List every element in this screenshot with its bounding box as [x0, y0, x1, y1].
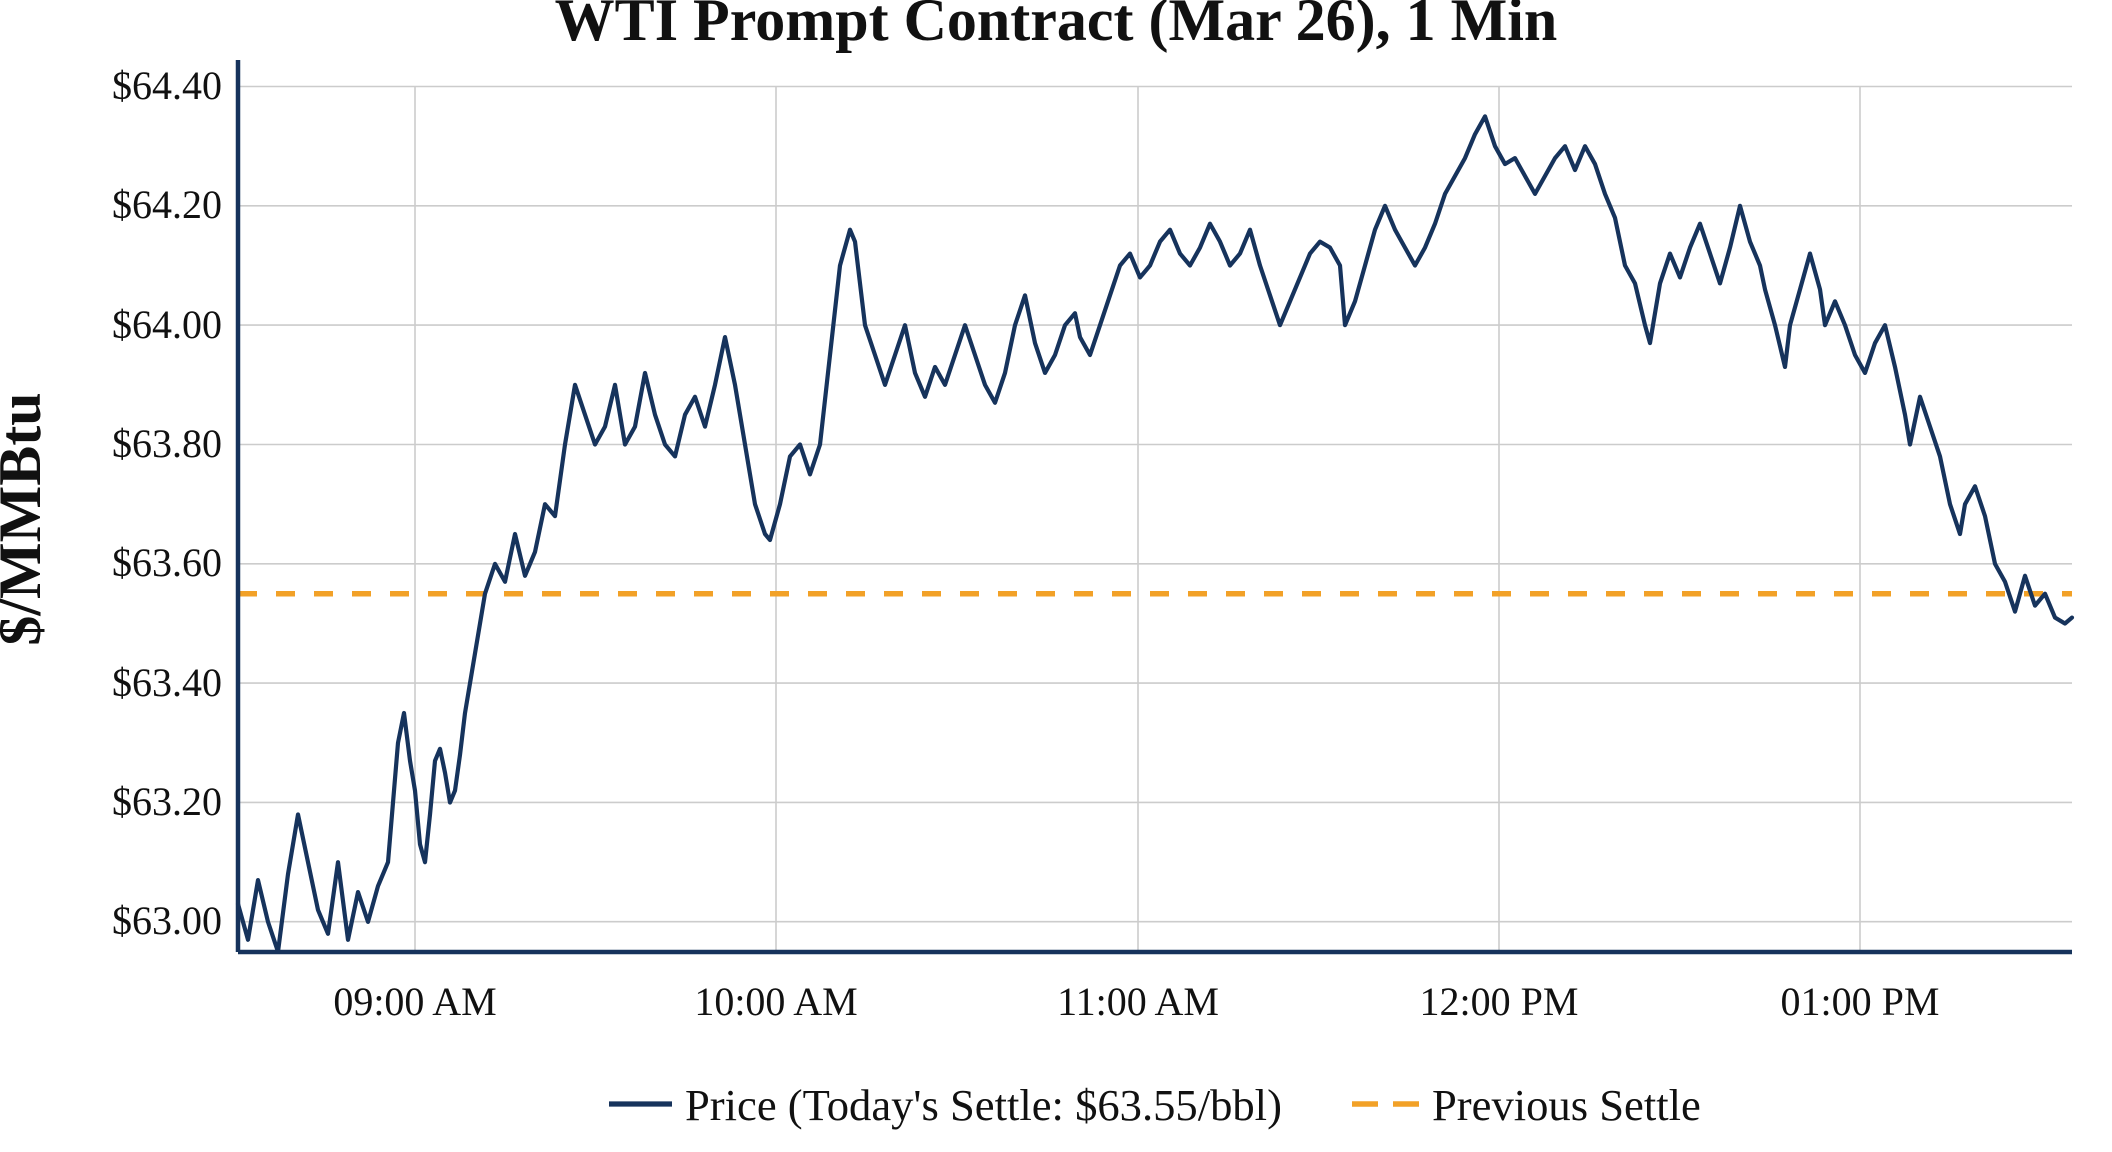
svg-text:$64.20: $64.20 [112, 182, 222, 227]
svg-text:09:00 AM: 09:00 AM [333, 979, 496, 1024]
svg-text:$64.40: $64.40 [112, 63, 222, 108]
svg-text:Price (Today's Settle: $63.55/: Price (Today's Settle: $63.55/bbl) [685, 1080, 1282, 1130]
svg-text:$64.00: $64.00 [112, 302, 222, 347]
svg-text:$63.00: $63.00 [112, 898, 222, 943]
svg-text:$/MMBtu: $/MMBtu [0, 392, 53, 645]
svg-text:10:00 AM: 10:00 AM [694, 979, 857, 1024]
svg-text:11:00 AM: 11:00 AM [1057, 979, 1219, 1024]
svg-text:$63.60: $63.60 [112, 540, 222, 585]
svg-text:$63.80: $63.80 [112, 421, 222, 466]
svg-text:12:00 PM: 12:00 PM [1420, 979, 1579, 1024]
svg-text:$63.40: $63.40 [112, 660, 222, 705]
svg-text:Previous Settle: Previous Settle [1432, 1080, 1701, 1130]
svg-text:$63.20: $63.20 [112, 779, 222, 824]
svg-text:01:00 PM: 01:00 PM [1781, 979, 1940, 1024]
